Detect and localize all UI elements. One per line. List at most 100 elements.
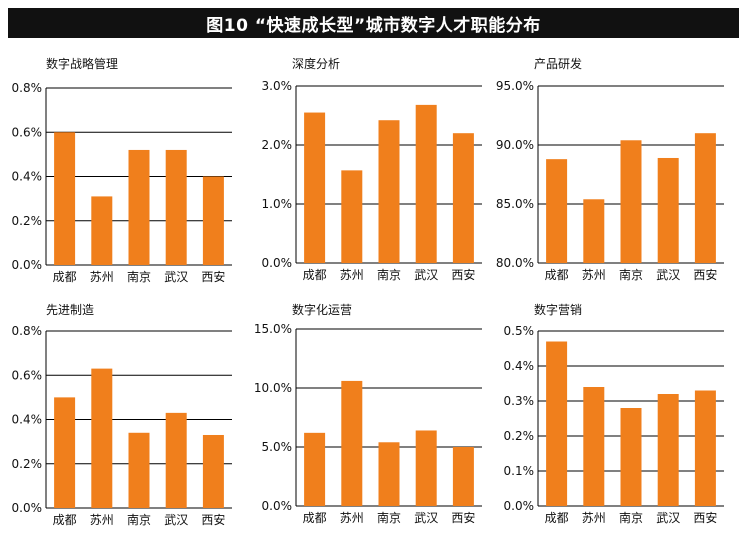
y-tick-label: 0.0%: [12, 258, 43, 272]
y-tick-label: 0.0%: [262, 499, 293, 513]
chart-title: 数字化运营: [292, 302, 352, 317]
chart-panel-product-rd: 产品研发 80.0% 85.0% 90.0% 95.0% 成都 苏州 南京 武汉 西安: [496, 56, 724, 282]
y-tick-label: 0.5%: [504, 324, 535, 338]
x-tick-label: 成都: [303, 511, 327, 525]
x-tick-label: 武汉: [656, 268, 680, 282]
x-tick-label: 南京: [127, 512, 151, 527]
bar: [304, 112, 326, 263]
x-tick-label: 苏州: [90, 513, 114, 527]
chart-panel-digital-operations: 数字化运营 0.0% 5.0% 10.0% 15.0% 成都 苏州 南京 武汉 西安: [254, 302, 482, 525]
chart-title: 产品研发: [534, 56, 582, 71]
bar: [415, 104, 437, 263]
y-tick-label: 0.2%: [12, 457, 43, 471]
y-tick-label: 1.0%: [262, 197, 293, 211]
y-tick-label: 80.0%: [496, 256, 534, 270]
bar: [415, 430, 437, 506]
bar: [657, 394, 679, 506]
y-tick-label: 0.4%: [12, 413, 43, 427]
x-tick-label: 西安: [201, 512, 225, 527]
y-tick-label: 90.0%: [496, 138, 534, 152]
figure-title: 图10 “快速成长型”城市数字人才职能分布: [8, 8, 739, 38]
y-tick-label: 0.4%: [12, 170, 43, 184]
bar: [128, 149, 150, 265]
bar: [694, 390, 716, 506]
bar: [341, 380, 363, 506]
y-tick-label: 0.6%: [12, 368, 43, 382]
x-tick-label: 南京: [377, 510, 401, 525]
bar: [657, 157, 679, 263]
y-tick-label: 95.0%: [496, 79, 534, 93]
x-tick-label: 西安: [201, 269, 225, 284]
x-tick-label: 南京: [377, 267, 401, 282]
y-tick-label: 0.2%: [12, 214, 43, 228]
y-tick-label: 10.0%: [254, 381, 292, 395]
y-tick-label: 15.0%: [254, 322, 292, 336]
bar: [54, 132, 76, 265]
x-tick-label: 西安: [693, 267, 717, 282]
bar: [583, 387, 605, 506]
bar: [91, 196, 113, 265]
bar: [546, 341, 568, 506]
x-tick-label: 苏州: [582, 511, 606, 525]
bar: [304, 432, 326, 506]
bar: [165, 149, 187, 265]
y-tick-label: 0.0%: [262, 256, 293, 270]
y-tick-label: 0.2%: [504, 429, 535, 443]
x-tick-label: 苏州: [90, 270, 114, 284]
chart-panel-digital-marketing: 数字营销 0.0% 0.1% 0.2% 0.3% 0.4% 0.5% 成都 苏州 南京 武汉 西安: [504, 302, 724, 525]
bar: [128, 432, 150, 508]
bar: [694, 133, 716, 263]
y-tick-label: 85.0%: [496, 197, 534, 211]
chart-title: 数字营销: [534, 302, 582, 317]
chart-title: 数字战略管理: [46, 56, 118, 71]
bar: [378, 442, 400, 506]
x-tick-label: 苏州: [340, 268, 364, 282]
bar: [546, 159, 568, 263]
y-tick-label: 0.0%: [12, 501, 43, 515]
chart-panel-deep-analysis: 深度分析 0.0% 1.0% 2.0% 3.0% 成都 苏州 南京 武汉 西安: [262, 56, 482, 282]
bar: [341, 170, 363, 263]
y-tick-label: 5.0%: [262, 440, 293, 454]
bar: [452, 447, 474, 506]
x-tick-label: 南京: [127, 269, 151, 284]
x-tick-label: 西安: [451, 510, 475, 525]
x-tick-label: 武汉: [656, 511, 680, 525]
x-tick-label: 西安: [693, 510, 717, 525]
y-tick-label: 0.8%: [12, 324, 43, 338]
x-tick-label: 南京: [619, 510, 643, 525]
y-tick-label: 2.0%: [262, 138, 293, 152]
y-tick-label: 0.4%: [504, 359, 535, 373]
x-tick-label: 南京: [619, 267, 643, 282]
bar: [54, 397, 76, 508]
chart-title: 深度分析: [292, 56, 340, 71]
bar: [620, 408, 642, 506]
x-tick-label: 苏州: [582, 268, 606, 282]
x-tick-label: 成都: [545, 511, 569, 525]
x-tick-label: 武汉: [164, 270, 188, 284]
bar: [583, 199, 605, 263]
y-tick-label: 0.3%: [504, 394, 535, 408]
y-tick-label: 3.0%: [262, 79, 293, 93]
x-tick-label: 成都: [545, 268, 569, 282]
y-tick-label: 0.1%: [504, 464, 535, 478]
bar: [202, 176, 224, 265]
chart-panel-advanced-manufacturing: 先进制造 0.0% 0.2% 0.4% 0.6% 0.8% 成都 苏州 南京 武汉 西安: [12, 303, 232, 527]
y-tick-label: 0.6%: [12, 125, 43, 139]
x-tick-label: 西安: [451, 267, 475, 282]
chart-panel-digital-strategy: 数字战略管理 0.0% 0.2% 0.4% 0.6% 0.8% 成都 苏州 南京 武汉 西安: [12, 56, 232, 284]
bar: [202, 434, 224, 508]
chart-title: 先进制造: [46, 303, 94, 317]
x-tick-label: 武汉: [164, 513, 188, 527]
bar: [91, 368, 113, 508]
bar: [452, 133, 474, 263]
bar: [620, 140, 642, 263]
x-tick-label: 成都: [53, 270, 77, 284]
x-tick-label: 成都: [303, 268, 327, 282]
x-tick-label: 武汉: [414, 511, 438, 525]
bar: [165, 412, 187, 508]
x-tick-label: 苏州: [340, 511, 364, 525]
bar: [378, 120, 400, 263]
y-tick-label: 0.0%: [504, 499, 535, 513]
y-tick-label: 0.8%: [12, 81, 43, 95]
